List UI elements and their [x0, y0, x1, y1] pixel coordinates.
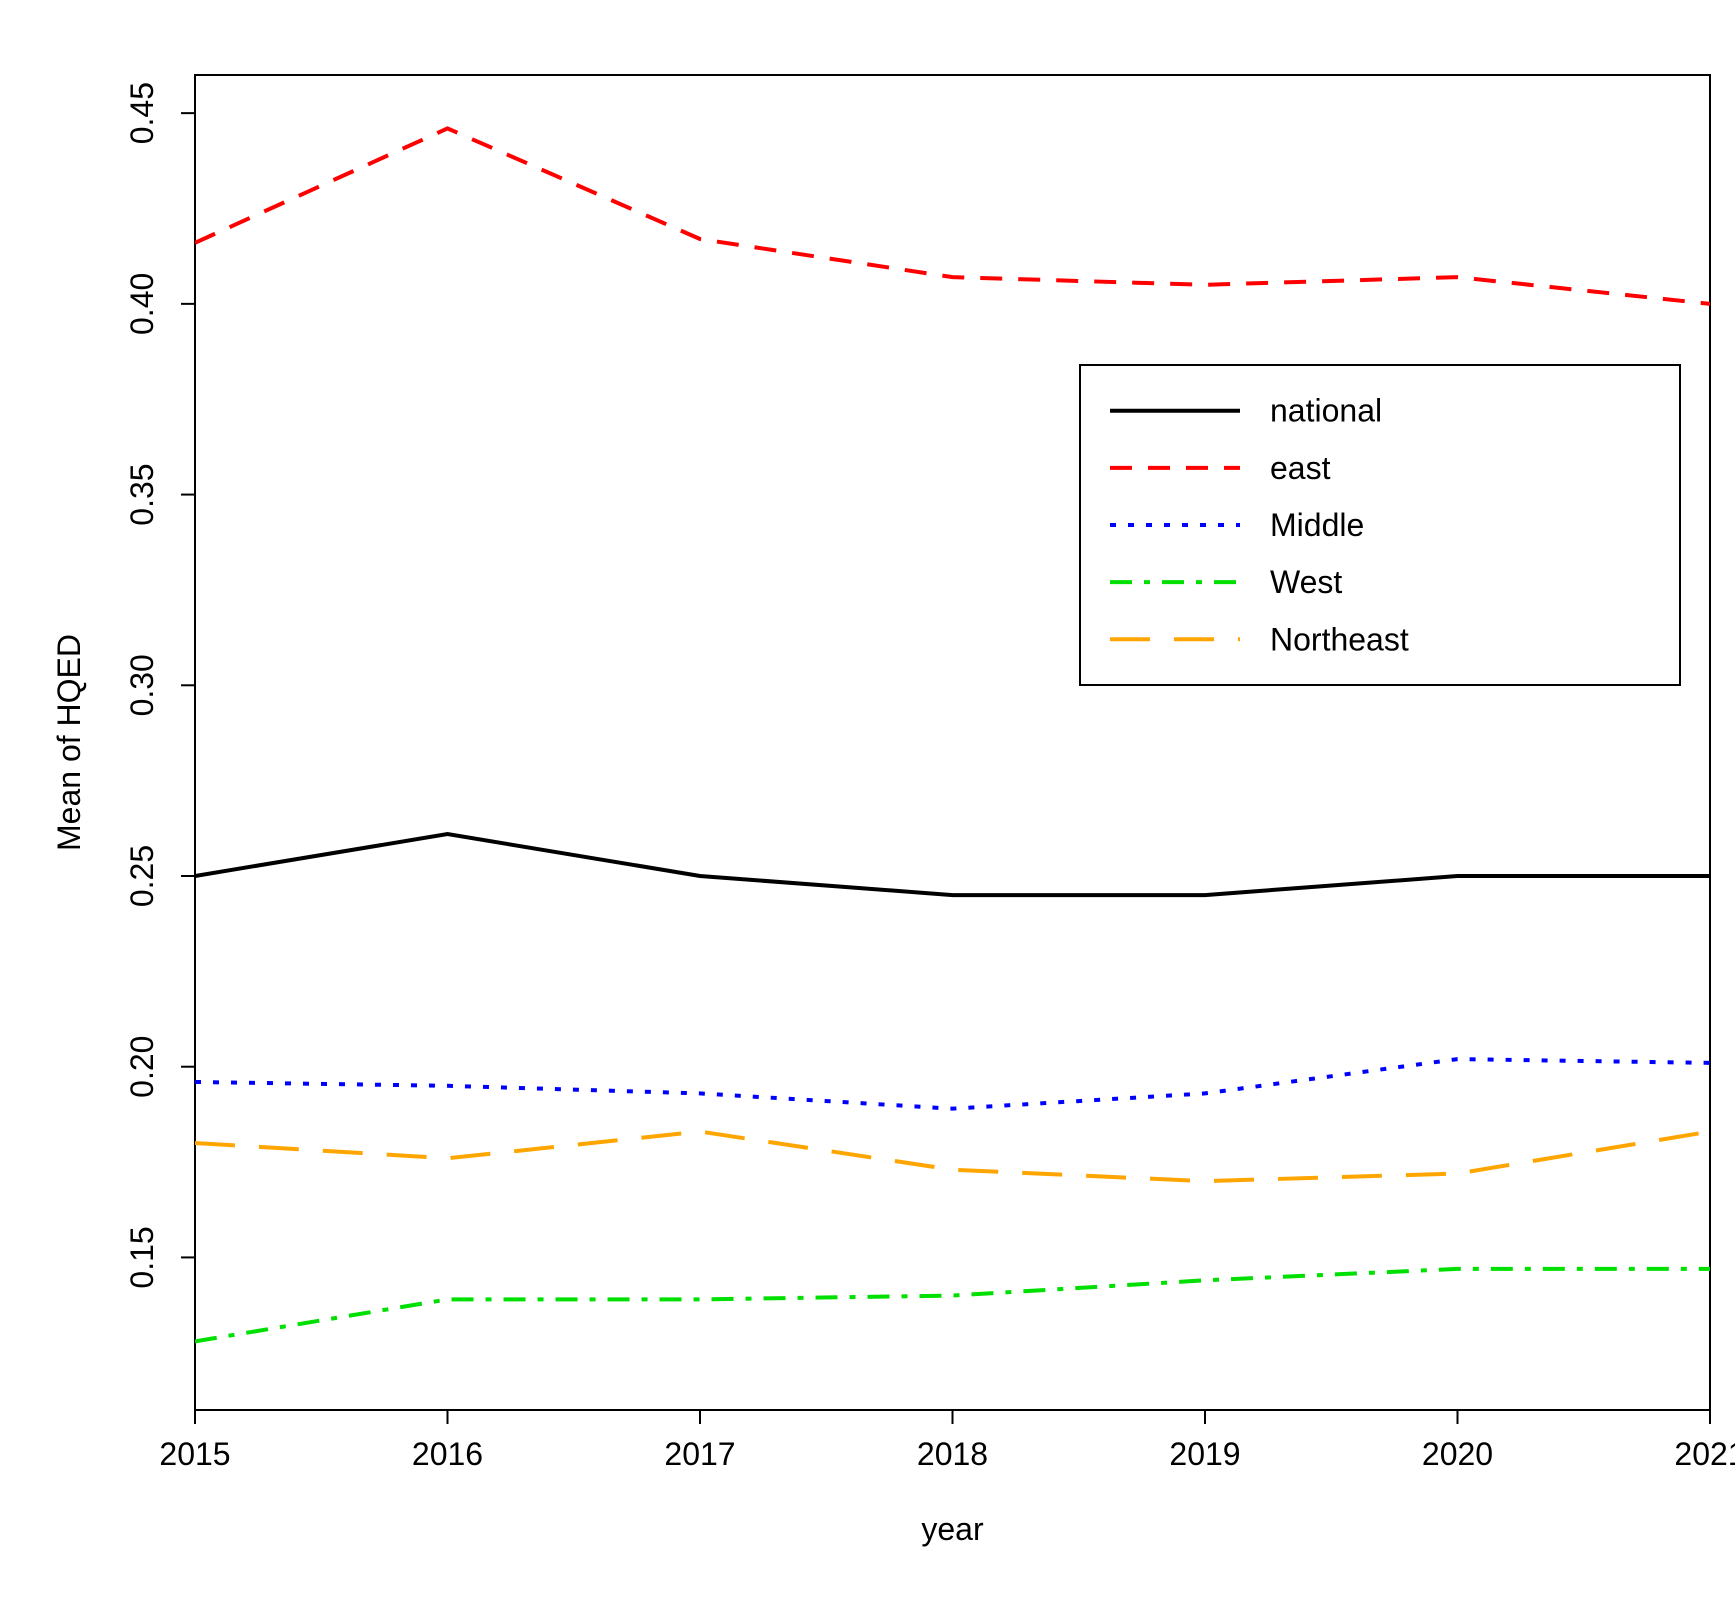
x-tick-label: 2020 — [1422, 1436, 1493, 1472]
legend-label: Middle — [1270, 507, 1364, 543]
x-tick-label: 2017 — [664, 1436, 735, 1472]
x-tick-label: 2021 — [1674, 1436, 1735, 1472]
y-tick-label: 0.25 — [124, 845, 160, 907]
x-axis-label: year — [921, 1511, 984, 1547]
y-tick-label: 0.45 — [124, 82, 160, 144]
x-tick-label: 2016 — [412, 1436, 483, 1472]
y-tick-label: 0.20 — [124, 1036, 160, 1098]
x-tick-label: 2018 — [917, 1436, 988, 1472]
y-tick-label: 0.40 — [124, 273, 160, 335]
legend-label: east — [1270, 450, 1331, 486]
y-tick-label: 0.30 — [124, 654, 160, 716]
y-tick-label: 0.15 — [124, 1226, 160, 1288]
x-tick-label: 2019 — [1169, 1436, 1240, 1472]
x-tick-label: 2015 — [159, 1436, 230, 1472]
line-chart: 2015 2016 2017 2018 2019 2020 2021 0.15 0.20 0.25… — [20, 20, 1735, 1584]
legend-label: national — [1270, 393, 1382, 429]
legend-label: Northeast — [1270, 621, 1409, 657]
y-tick-label: 0.35 — [124, 463, 160, 525]
legend-label: West — [1270, 564, 1342, 600]
chart-container: 2015 2016 2017 2018 2019 2020 2021 0.15 0.20 0.25… — [20, 20, 1735, 1584]
y-axis-label: Mean of HQED — [51, 634, 87, 851]
